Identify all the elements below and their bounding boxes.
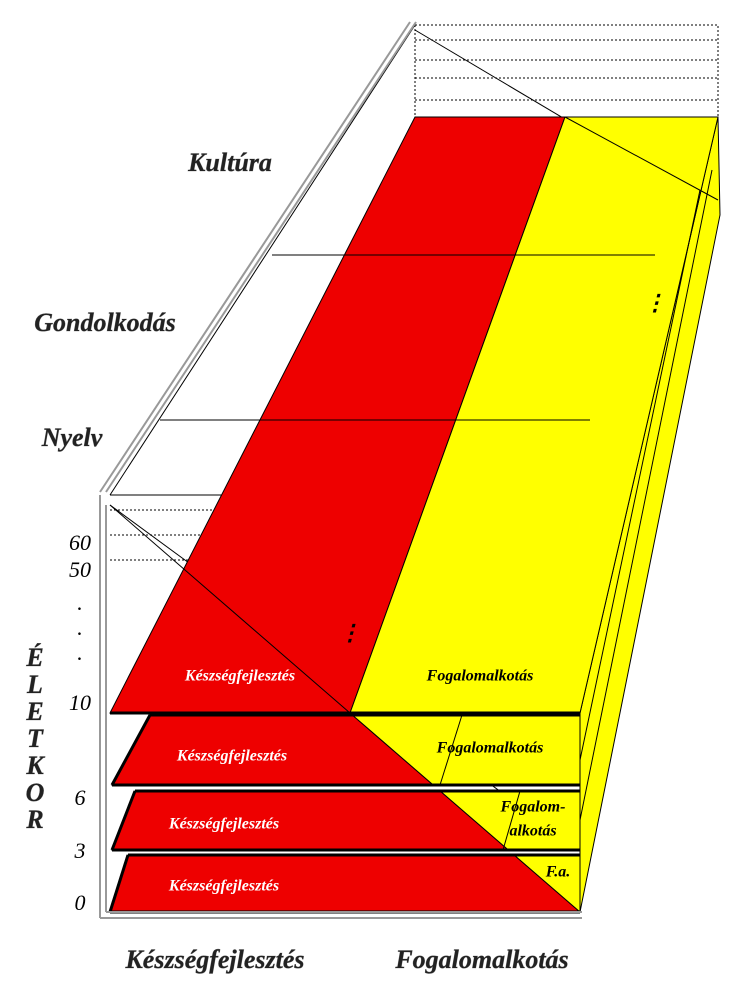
layer-label: alkotás	[509, 823, 556, 840]
layer-label: Készségfejlesztés	[168, 878, 279, 895]
bottom-label: Fogalomalkotás	[394, 945, 568, 974]
layer-label: Fogalomalkotás	[426, 668, 534, 685]
grid-lines	[109, 116, 719, 821]
age-title-letter: R	[25, 805, 43, 834]
layer-label: Fogalom-	[500, 799, 566, 816]
age-label: 60	[69, 530, 91, 555]
layer-edge	[110, 714, 152, 786]
age-title-letter: L	[26, 670, 43, 699]
axes	[99, 21, 582, 919]
age-title-letter: T	[27, 724, 44, 753]
level-label: Gondolkodás	[34, 308, 176, 337]
layer-label: Készségfejlesztés	[176, 748, 287, 765]
bottom-label: Készségfejlesztés	[124, 945, 304, 974]
age-label: 50	[69, 557, 91, 582]
layer-edge	[110, 790, 137, 851]
level-label: Kultúra	[187, 148, 272, 177]
ellipsis: ⋮	[644, 290, 666, 315]
ellipsis: ⋮	[339, 620, 361, 645]
age-label: .	[77, 640, 83, 665]
layer-edge	[108, 854, 130, 913]
layer-edge	[502, 790, 521, 851]
level-label: Nyelv	[41, 423, 103, 452]
age-label: .	[77, 590, 83, 615]
age-label: .	[77, 615, 83, 640]
age-title-letter: E	[25, 697, 43, 726]
layer-label: F.a.	[545, 864, 571, 881]
age-label: 6	[75, 785, 86, 810]
age-label: 3	[74, 838, 86, 863]
layer-label: Készségfejlesztés	[168, 816, 279, 833]
age-label: 0	[75, 890, 86, 915]
age-title-letter: O	[26, 778, 45, 807]
layer-label: Készségfejlesztés	[184, 668, 295, 685]
age-title-letter: K	[25, 751, 45, 780]
age-label: 10	[69, 690, 91, 715]
layer-edge	[439, 714, 463, 786]
layer-label: Fogalomalkotás	[436, 740, 544, 757]
age-title-letter: É	[25, 643, 43, 672]
